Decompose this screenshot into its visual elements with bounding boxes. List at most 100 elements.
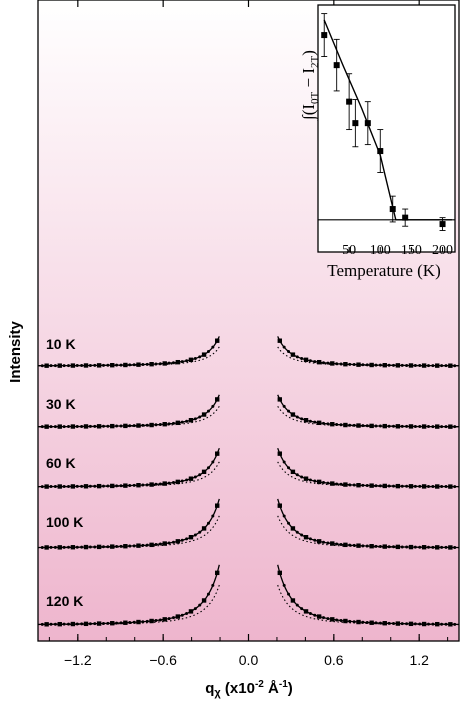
data-point	[290, 412, 296, 417]
data-point	[101, 424, 105, 428]
inset-plot: 50 100 150 200 Temperature (K) ∫(I0T − I2T)	[299, 4, 456, 280]
data-point	[80, 622, 84, 626]
data-point	[198, 530, 202, 534]
data-point	[40, 545, 44, 549]
data-point	[93, 484, 97, 488]
data-point	[57, 424, 62, 429]
data-point	[313, 479, 317, 483]
data-point	[343, 618, 348, 624]
data-point	[352, 423, 356, 427]
x-tick-label: 0.0	[239, 652, 259, 668]
data-point	[162, 361, 167, 366]
data-point	[62, 484, 66, 488]
data-point	[154, 619, 158, 623]
data-point	[435, 484, 440, 489]
data-point	[426, 364, 430, 368]
data-point	[188, 418, 194, 423]
data-point	[378, 484, 382, 488]
data-point	[145, 423, 149, 427]
data-point	[119, 621, 123, 625]
data-point	[348, 362, 352, 366]
data-point	[300, 357, 304, 361]
data-point	[413, 364, 417, 368]
data-point	[53, 485, 57, 489]
data-point	[158, 542, 162, 546]
inset-data-point	[333, 62, 340, 69]
data-point	[431, 425, 435, 429]
inset-x-ticks: 50 100 150 200	[342, 243, 453, 258]
data-point	[88, 622, 92, 626]
data-point	[431, 622, 435, 626]
data-point	[421, 424, 427, 429]
data-point	[171, 361, 175, 365]
data-point	[277, 570, 282, 576]
data-point	[339, 482, 343, 486]
data-point	[185, 537, 189, 541]
data-point	[136, 543, 141, 548]
plot-frame	[37, 0, 460, 642]
data-point	[313, 360, 317, 364]
data-point	[295, 530, 299, 534]
data-point	[308, 359, 312, 363]
data-point	[356, 483, 361, 488]
data-point	[123, 620, 128, 625]
data-point	[287, 409, 291, 413]
x-ticks: −1.2 −0.6 0.0 0.6 1.2	[48, 0, 449, 668]
data-point	[88, 545, 92, 549]
data-point	[70, 545, 76, 550]
data-point	[453, 622, 457, 626]
data-point	[198, 603, 202, 607]
data-point	[322, 361, 326, 365]
data-point	[80, 364, 84, 368]
data-point	[369, 362, 374, 368]
data-point	[387, 484, 391, 488]
data-point	[158, 482, 162, 486]
data-point	[448, 363, 453, 368]
data-point	[361, 363, 365, 367]
data-point	[70, 363, 76, 368]
inset-data-point	[346, 98, 353, 105]
data-point	[123, 423, 128, 429]
data-point	[67, 545, 71, 549]
data-point	[158, 618, 162, 622]
data-point	[83, 621, 89, 627]
data-point	[96, 483, 102, 489]
x-axis-label: qχ (x10-2 Å-1)	[205, 679, 293, 699]
data-point	[405, 622, 409, 626]
data-point	[365, 363, 369, 367]
data-point	[405, 424, 409, 428]
data-point	[378, 424, 382, 428]
data-point	[313, 613, 317, 617]
data-point	[295, 603, 299, 607]
data-point	[167, 361, 171, 365]
data-point	[330, 541, 335, 546]
data-point	[119, 484, 123, 488]
data-point	[408, 544, 414, 550]
data-point	[171, 481, 175, 485]
data-point	[93, 424, 97, 428]
data-point	[62, 622, 66, 626]
data-point	[277, 338, 282, 343]
data-point	[106, 484, 110, 488]
data-point	[215, 397, 220, 402]
data-point	[57, 363, 62, 368]
data-point	[440, 485, 444, 489]
inset-data-point	[364, 120, 371, 127]
data-point	[180, 420, 184, 424]
data-point	[141, 483, 145, 487]
data-point	[300, 417, 304, 421]
data-point	[426, 545, 430, 549]
data-point	[57, 621, 62, 627]
data-point	[387, 545, 391, 549]
data-point	[162, 541, 167, 546]
data-point	[193, 475, 197, 479]
data-point	[395, 424, 401, 429]
data-point	[287, 350, 291, 354]
data-point	[395, 544, 401, 550]
data-point	[198, 473, 202, 477]
inset-x-axis-label: Temperature (K)	[327, 261, 441, 280]
data-point	[75, 545, 79, 549]
data-point	[374, 484, 378, 488]
data-point	[215, 503, 220, 508]
data-point	[206, 521, 210, 525]
